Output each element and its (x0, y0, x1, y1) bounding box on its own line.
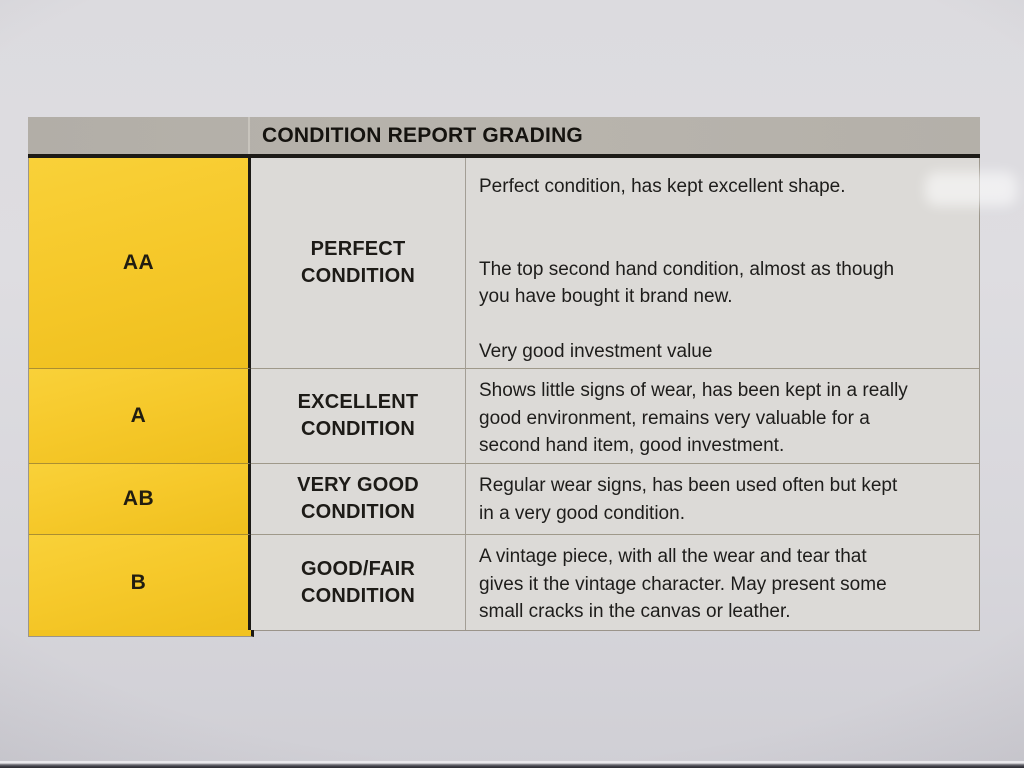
grade-cell: B (29, 534, 251, 630)
description-cell: Perfect condition, has kept excellent sh… (466, 158, 979, 368)
table-header-bar: CONDITION REPORT GRADING (28, 117, 980, 158)
table-row: B GOOD/FAIR CONDITION A vintage piece, w… (29, 534, 979, 630)
description-cell: Shows little signs of wear, has been kep… (466, 368, 979, 463)
description-cell: A vintage piece, with all the wear and t… (466, 534, 979, 630)
table-row: A EXCELLENT CONDITION Shows little signs… (29, 368, 979, 463)
condition-grading-table: CONDITION REPORT GRADING AA PERFECT COND… (28, 117, 980, 637)
table-row: AB VERY GOOD CONDITION Regular wear sign… (29, 463, 979, 534)
grade-cell: A (29, 368, 251, 463)
grade-cell: AB (29, 463, 251, 534)
table-row: AA PERFECT CONDITION Perfect condition, … (29, 158, 979, 368)
header-spacer-cell (28, 117, 250, 154)
grade-column-tail (28, 630, 254, 637)
condition-cell: EXCELLENT CONDITION (251, 368, 466, 463)
table-body: AA PERFECT CONDITION Perfect condition, … (28, 158, 980, 637)
photo-bottom-edge (0, 761, 1024, 768)
grade-cell: AA (29, 158, 251, 368)
table-title: CONDITION REPORT GRADING (262, 123, 583, 147)
description-cell: Regular wear signs, has been used often … (466, 463, 979, 534)
condition-cell: VERY GOOD CONDITION (251, 463, 466, 534)
condition-cell: PERFECT CONDITION (251, 158, 466, 368)
condition-cell: GOOD/FAIR CONDITION (251, 534, 466, 630)
